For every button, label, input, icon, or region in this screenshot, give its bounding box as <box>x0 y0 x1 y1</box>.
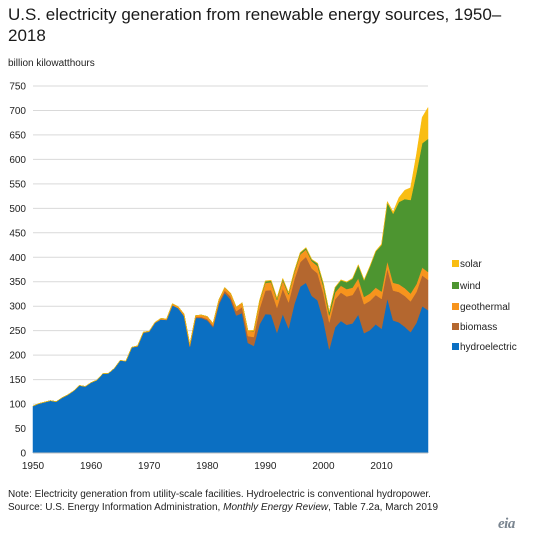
y-tick-label: 300 <box>9 302 26 313</box>
y-axis-unit-label: billion kilowatthours <box>8 58 95 69</box>
y-tick-label: 600 <box>9 155 26 166</box>
y-tick-label: 0 <box>20 449 26 460</box>
note-text: Note: Electricity generation from utilit… <box>8 489 431 500</box>
legend-swatch-biomass <box>452 323 459 330</box>
y-tick-label: 100 <box>9 400 26 411</box>
legend-label-solar: solar <box>460 259 482 270</box>
y-tick-label: 250 <box>9 326 26 337</box>
y-axis: 0 50 100 150 200 250 300 350 400 450 500 550 600 650 7… <box>9 82 26 460</box>
source-suffix: , Table 7.2a, March 2019 <box>328 501 439 513</box>
source-title: Monthly Energy Review <box>223 501 329 513</box>
legend-swatch-hydroelectric <box>452 343 459 350</box>
y-tick-label: 550 <box>9 179 26 190</box>
source-prefix: Source: U.S. Energy Information Administ… <box>8 501 224 513</box>
y-tick-label: 450 <box>9 228 26 239</box>
y-tick-label: 50 <box>15 424 27 435</box>
x-tick-label: 2010 <box>370 461 393 472</box>
x-axis: 1950 1960 1970 1980 1990 2000 2010 <box>22 452 428 472</box>
x-tick-label: 1990 <box>254 461 277 472</box>
legend-label-geothermal: geothermal <box>460 302 510 313</box>
y-tick-label: 350 <box>9 277 26 288</box>
legend-label-biomass: biomass <box>460 322 497 333</box>
legend-label-wind: wind <box>459 281 481 292</box>
eia-logo: eia <box>498 516 515 532</box>
x-tick-label: 2000 <box>312 461 335 472</box>
y-tick-label: 500 <box>9 204 26 215</box>
source-text: Source: U.S. Energy Information Administ… <box>8 502 448 515</box>
x-tick-label: 1970 <box>138 461 161 472</box>
y-tick-label: 200 <box>9 351 26 362</box>
x-tick-label: 1960 <box>80 461 103 472</box>
chart-note: Note: Electricity generation from utilit… <box>8 489 448 514</box>
x-tick-label: 1980 <box>196 461 219 472</box>
chart-title: U.S. electricity generation from renewab… <box>8 5 502 45</box>
y-tick-label: 700 <box>9 106 26 117</box>
y-tick-label: 400 <box>9 253 26 264</box>
legend-swatch-solar <box>452 260 459 267</box>
y-tick-label: 150 <box>9 375 26 386</box>
area-solar <box>32 106 429 407</box>
legend-swatch-geothermal <box>452 303 459 310</box>
y-tick-label: 750 <box>9 82 26 93</box>
x-tick-label: 1950 <box>22 461 45 472</box>
legend-swatch-wind <box>452 282 459 289</box>
y-tick-label: 650 <box>9 130 26 141</box>
legend: solar wind geothermal biomass hydroelectric <box>452 259 517 353</box>
legend-label-hydroelectric: hydroelectric <box>460 342 517 353</box>
